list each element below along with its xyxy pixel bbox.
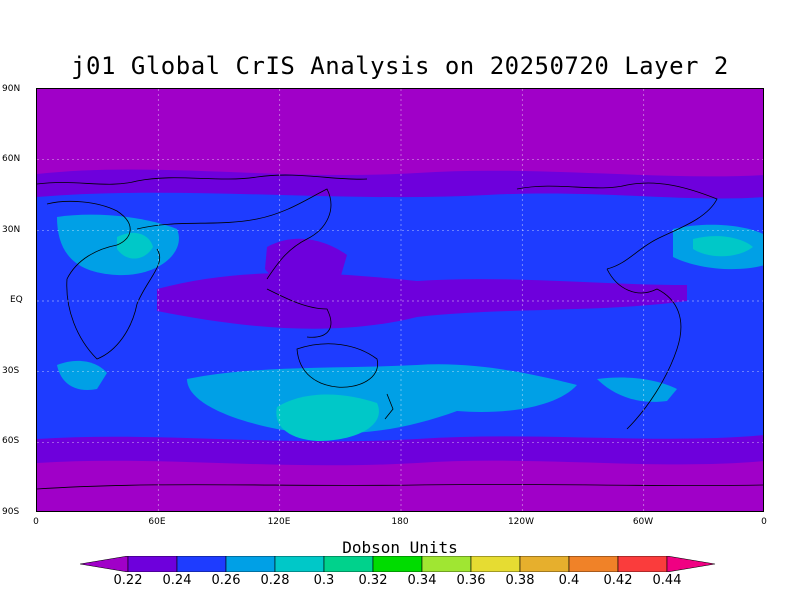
colorbar-units-label: Dobson Units <box>342 538 458 557</box>
contour-west-pacific <box>265 238 347 291</box>
lat-label-60s: 60S <box>2 436 20 446</box>
colorbar-tick-label: 0.34 <box>407 573 437 588</box>
colorbar-tick-label: 0.3 <box>313 573 335 588</box>
lon-label-0-left: 0 <box>33 517 39 527</box>
contour-south-pacific-east <box>597 377 677 402</box>
colorbar-tick-label: 0.4 <box>558 573 580 588</box>
colorbar-tick-label: 0.26 <box>211 573 241 588</box>
colorbar-segment <box>323 556 374 572</box>
lon-label-60e: 60E <box>148 517 166 527</box>
colorbar-segment <box>519 556 570 572</box>
colorbar-tick-label: 0.32 <box>358 573 388 588</box>
lat-label-90n: 90N <box>2 84 21 94</box>
lon-label-120w: 120W <box>507 517 535 527</box>
contour-south-atlantic <box>57 360 107 390</box>
lat-label-30s: 30S <box>2 366 20 376</box>
colorbar-segment <box>617 556 668 572</box>
colorbar-low-arrow <box>80 556 129 572</box>
ozone-map-svg <box>37 89 763 511</box>
colorbar-tick-label: 0.22 <box>113 573 143 588</box>
colorbar-segment <box>176 556 227 572</box>
contour-antarctic <box>37 464 763 511</box>
colorbar-tick-label: 0.36 <box>456 573 486 588</box>
lon-label-180: 180 <box>391 517 409 527</box>
colorbar-tick-label: 0.44 <box>652 573 682 588</box>
colorbar-high-arrow <box>666 556 716 572</box>
coastlines <box>37 174 763 490</box>
colorbar-segment <box>372 556 423 572</box>
colorbar-segment <box>421 556 472 572</box>
colorbar-segment <box>274 556 325 572</box>
lat-label-eq: EQ <box>10 295 23 305</box>
lat-label-30n: 30N <box>2 225 21 235</box>
colorbar <box>80 556 716 572</box>
contour-atlantic-peak <box>693 236 753 257</box>
lat-label-90s: 90S <box>2 507 20 517</box>
colorbar-segment <box>470 556 521 572</box>
lon-label-60w: 60W <box>632 517 654 527</box>
ozone-map <box>36 88 764 512</box>
lon-label-0-right: 0 <box>761 517 767 527</box>
colorbar-segment <box>225 556 276 572</box>
colorbar-segment <box>568 556 619 572</box>
colorbar-tick-label: 0.38 <box>505 573 535 588</box>
lat-label-60n: 60N <box>2 154 21 164</box>
contour-south-tasman <box>276 394 379 441</box>
map-grid <box>37 89 763 511</box>
colorbar-tick-label: 0.24 <box>162 573 192 588</box>
colorbar-tick-label: 0.28 <box>260 573 290 588</box>
colorbar-tick-label: 0.42 <box>603 573 633 588</box>
colorbar-segment <box>127 556 178 572</box>
map-title: j01 Global CrIS Analysis on 20250720 Lay… <box>71 52 729 80</box>
lon-label-120e: 120E <box>267 517 291 527</box>
